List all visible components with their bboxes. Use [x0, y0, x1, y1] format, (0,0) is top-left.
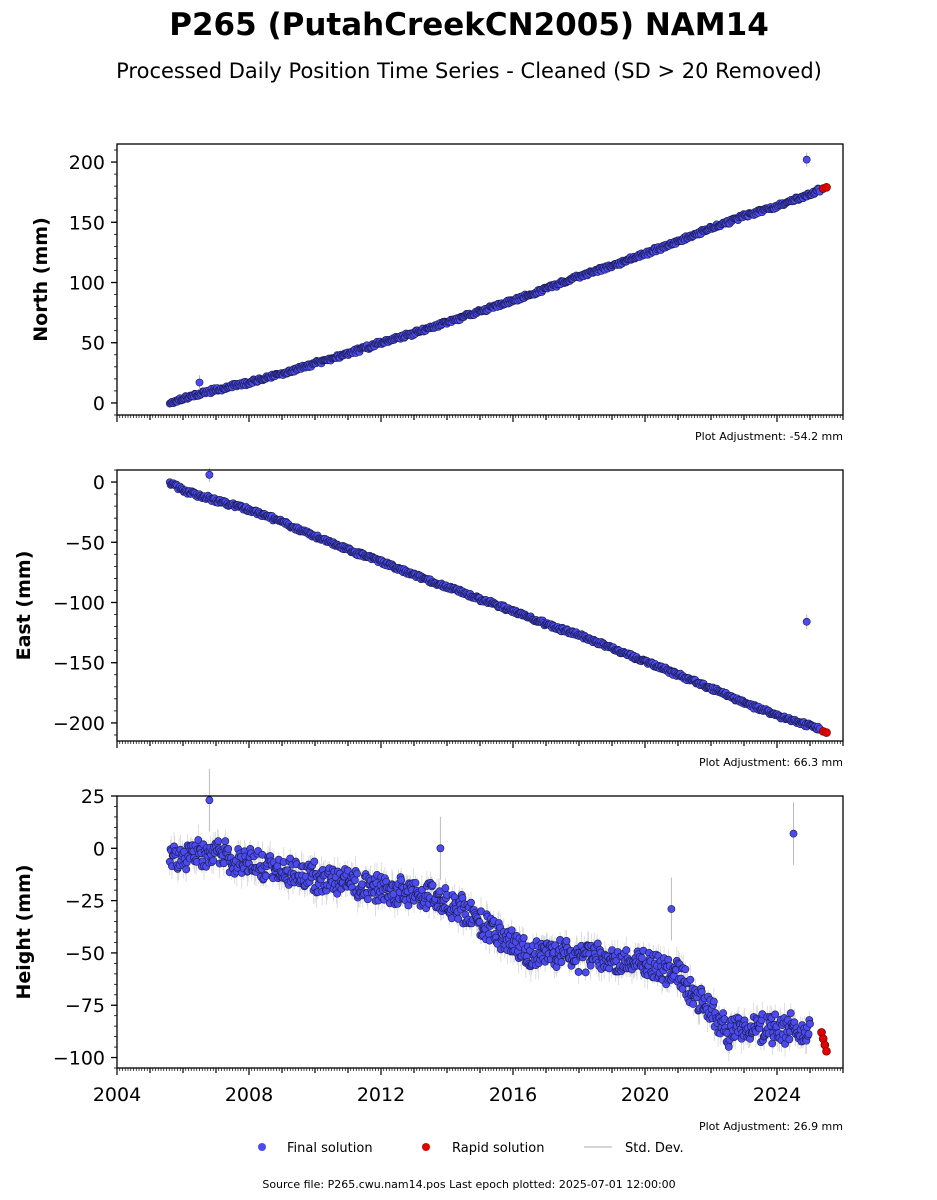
- chart-subtitle: Processed Daily Position Time Series - C…: [116, 59, 822, 83]
- outlier-point: [802, 155, 811, 164]
- final-point: [622, 946, 631, 955]
- final-solution-points: [165, 836, 814, 1051]
- final-point: [428, 881, 437, 890]
- final-point: [214, 837, 223, 846]
- rapid-point: [822, 728, 831, 737]
- y-tick-label: −100: [53, 592, 105, 614]
- outlier-point: [205, 470, 214, 479]
- final-point: [209, 856, 218, 865]
- y-axis-label: North (mm): [30, 217, 52, 342]
- final-point: [519, 934, 528, 942]
- plot-adjustment-label: Plot Adjustment: -54.2 mm: [695, 430, 843, 443]
- plot-area: [165, 152, 831, 408]
- final-solution-points: [165, 184, 824, 408]
- y-tick-label: −150: [53, 653, 105, 675]
- plot-area: [165, 768, 831, 1062]
- final-point: [363, 895, 372, 904]
- y-tick-label: 100: [69, 273, 105, 295]
- final-point: [221, 837, 230, 846]
- rapid-point: [822, 183, 831, 192]
- y-tick-label: 200: [69, 152, 105, 174]
- y-tick-label: −200: [53, 713, 105, 735]
- axes-frame: [116, 143, 844, 416]
- panels: 0 50 100 150 200 North (mm) Plot Adjustment: -…: [13, 143, 844, 1133]
- final-point: [333, 889, 342, 898]
- final-point: [182, 865, 191, 874]
- y-tick-label: 0: [93, 472, 105, 494]
- y-tick-label: 50: [81, 333, 105, 355]
- final-point: [467, 898, 475, 907]
- final-point: [310, 857, 319, 866]
- panel-2: 0 −50 −100 −150 −200 East (mm) Plot Adjustment…: [13, 467, 844, 769]
- final-point: [562, 937, 571, 945]
- y-tick-label: 0: [93, 393, 105, 415]
- final-solution-points: [165, 478, 824, 734]
- final-point: [397, 876, 406, 885]
- y-tick-label: 150: [69, 212, 105, 234]
- final-point: [507, 926, 516, 935]
- final-point: [351, 876, 359, 885]
- final-point: [638, 954, 646, 963]
- y-axis-label: East (mm): [13, 551, 35, 661]
- final-point: [581, 968, 590, 977]
- plot-area: [165, 467, 831, 737]
- y-tick-label: −50: [65, 532, 105, 554]
- panel-1: 0 50 100 150 200 North (mm) Plot Adjustment: -…: [30, 143, 844, 443]
- final-point: [441, 884, 450, 892]
- final-point: [194, 836, 203, 844]
- final-point: [454, 914, 463, 923]
- final-point: [574, 968, 583, 976]
- final-point: [557, 958, 566, 966]
- final-point: [262, 872, 270, 880]
- final-point: [411, 878, 420, 887]
- final-point: [224, 845, 233, 853]
- outlier-point: [802, 617, 811, 626]
- final-point: [353, 869, 361, 878]
- outlier-point: [195, 378, 204, 387]
- plot-adjustment-label: Plot Adjustment: 66.3 mm: [699, 756, 843, 769]
- chart-title: P265 (PutahCreekCN2005) NAM14: [169, 7, 769, 43]
